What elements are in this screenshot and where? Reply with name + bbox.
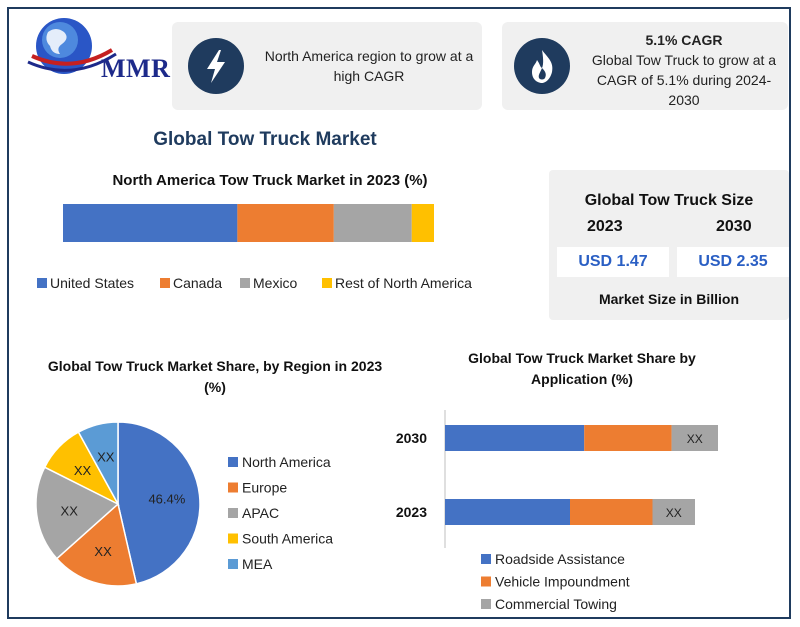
legend-swatch-roadside-assistance (481, 554, 491, 564)
info-card-region: North America region to grow at a high C… (172, 22, 482, 110)
legend-label-north-america: North America (242, 454, 331, 470)
bar-segment-2023-commercial-towing (652, 499, 695, 525)
card-cagr-text: 5.1% CAGR Global Tow Truck to grow at a … (584, 30, 784, 110)
legend-swatch-rest-of-north-america (322, 278, 332, 288)
legend-label-vehicle-impoundment: Vehicle Impoundment (495, 574, 630, 590)
legend-label-united-states: United States (50, 275, 134, 291)
bar-segment-united-states (63, 204, 238, 242)
legend-label-commercial-towing: Commercial Towing (495, 596, 617, 612)
legend-label-mea: MEA (242, 556, 273, 572)
legend-label-rest-of-north-america: Rest of North America (335, 275, 472, 291)
legend-swatch-mexico (240, 278, 250, 288)
pie-slice-mea (77, 421, 119, 505)
application-stacked-bar-chart: 2030 XX 2023 XX Roadside Assistance Vehicle I… (396, 410, 718, 612)
bar-segment-2023-roadside-assistance (445, 499, 570, 525)
cagr-title: 5.1% CAGR (645, 32, 723, 48)
legend-swatch-canada (160, 278, 170, 288)
data-label-2023: XX (666, 506, 682, 520)
size-note: Market Size in Billion (598, 291, 740, 307)
size-year-2023: 2023 (587, 218, 623, 235)
bar-segment-canada (237, 204, 334, 242)
legend-swatch-commercial-towing (481, 599, 491, 609)
cagr-description: Global Tow Truck to grow at a CAGR of 5.… (591, 52, 777, 108)
legend-label-canada: Canada (173, 275, 222, 291)
legend-swatch-europe (228, 482, 238, 493)
category-label-2023: 2023 (396, 504, 427, 520)
infographic-frame (7, 7, 791, 619)
legend-swatch-vehicle-impoundment (481, 576, 491, 587)
pie-data-label-north-america: 46.4% (148, 491, 185, 506)
pie-slice-north-america (117, 421, 201, 585)
bar-segment-2023-vehicle-impoundment (570, 499, 653, 525)
legend-swatch-south-america (228, 533, 238, 544)
market-size-box: Global Tow Truck Size 2023 2030 USD 1.47… (549, 170, 789, 320)
size-title: Global Tow Truck Size (584, 192, 754, 209)
na-chart-title: North America Tow Truck Market in 2023 (… (112, 172, 428, 189)
legend-label-mexico: Mexico (253, 275, 298, 291)
legend-swatch-north-america (228, 457, 238, 467)
pie-slice-europe (55, 502, 138, 587)
legend-label-south-america: South America (242, 531, 333, 547)
bar-segment-2030-commercial-towing (671, 425, 718, 451)
pie-slice-apac (35, 466, 120, 560)
bar-segment-rest-of-north-america (411, 204, 434, 242)
pie-data-label-mea: XX (97, 449, 115, 464)
size-value-2030: USD 2.35 (677, 247, 789, 277)
bar-segment-2030-roadside-assistance (445, 425, 585, 451)
size-year-2030: 2030 (716, 218, 752, 235)
legend-swatch-united-states (37, 278, 47, 288)
card-region-text: North America region to grow at a high C… (264, 48, 474, 84)
globe-icon (27, 18, 117, 74)
bar-segment-2030-vehicle-impoundment (584, 425, 672, 451)
size-value-2023: USD 1.47 (557, 247, 669, 277)
flame-icon (514, 38, 570, 94)
mmr-logo: MMR (18, 14, 170, 83)
legend-label-europe: Europe (242, 480, 287, 496)
legend-label-apac: APAC (242, 505, 279, 521)
na-stacked-bar-chart: United States Canada Mexico Rest of North A… (37, 204, 472, 291)
info-card-cagr: 5.1% CAGR Global Tow Truck to grow at a … (502, 22, 788, 110)
pie-data-label-south-america: XX (74, 463, 92, 478)
region-pie-chart: 46.4% XX XX XX XX North America Europe APAC Sout… (35, 421, 333, 587)
pie-data-label-apac: XX (61, 503, 79, 518)
main-title: Global Tow Truck Market (153, 129, 377, 150)
bar-segment-mexico (333, 204, 412, 242)
data-label-2030: XX (687, 432, 703, 446)
legend-label-roadside-assistance: Roadside Assistance (495, 551, 625, 567)
legend-swatch-mea (228, 559, 238, 569)
pie-data-label-europe: XX (94, 544, 112, 559)
logo-text: MMR (101, 54, 171, 83)
category-label-2030: 2030 (396, 430, 427, 446)
lightning-bolt-icon (188, 38, 244, 94)
app-chart-title: Global Tow Truck Market Share by Applica… (468, 350, 696, 387)
legend-swatch-apac (228, 508, 238, 518)
pie-chart-title: Global Tow Truck Market Share, by Region… (47, 358, 383, 395)
